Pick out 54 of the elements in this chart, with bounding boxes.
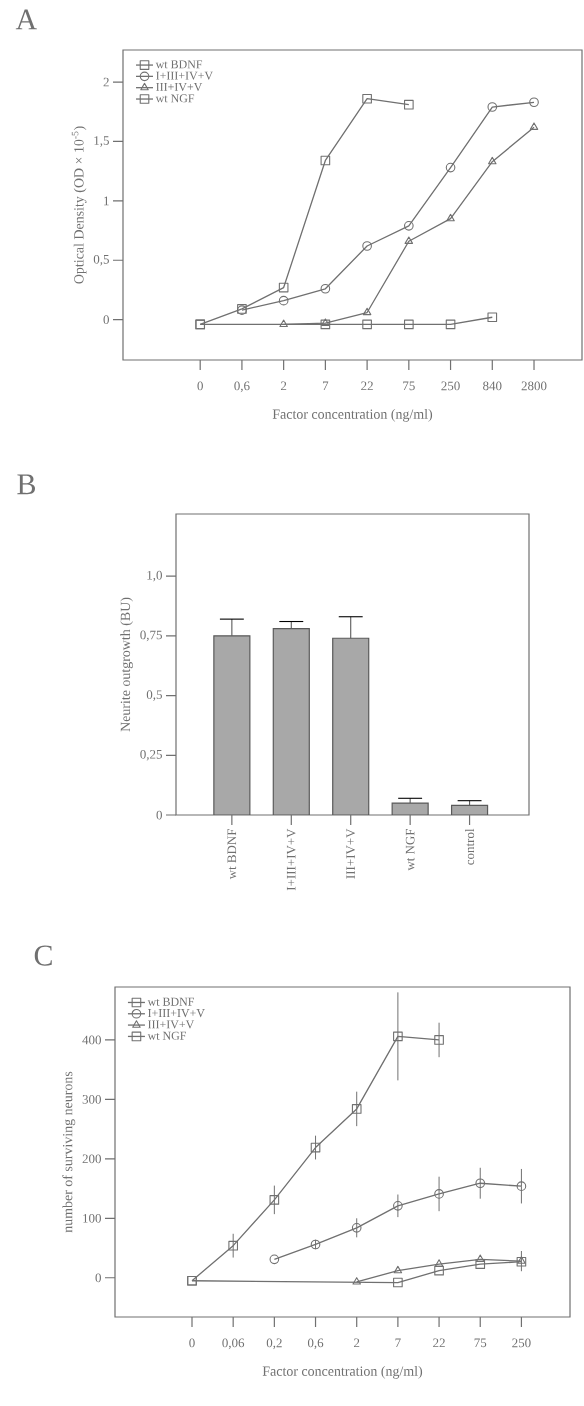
x-tick-label: 0,6	[234, 381, 250, 393]
chart-title: B	[17, 474, 35, 495]
x-tick-label: 0	[197, 381, 203, 391]
legend-label: III+IV+V	[148, 1020, 195, 1029]
x-tick-label: 7	[323, 381, 329, 391]
y-tick-label: 0	[156, 810, 162, 820]
x-tick-label: 0,2	[266, 1338, 282, 1350]
legend-label: III+IV+V	[156, 83, 203, 92]
x-tick-label: control	[465, 828, 475, 865]
x-tick-label: 250	[512, 1338, 531, 1348]
y-tick-label: 100	[83, 1213, 101, 1223]
x-tick-label: III+IV+V	[346, 828, 356, 879]
x-tick-label: 2	[354, 1338, 360, 1348]
chart-title: C	[34, 945, 52, 966]
legend-label: I+III+IV+V	[156, 71, 213, 80]
x-tick-label: 2800	[521, 381, 547, 391]
y-tick-label: 1,5	[94, 136, 109, 147]
x-tick-label: 7	[395, 1338, 401, 1348]
chart-title: A	[15, 9, 37, 30]
x-tick-label: 0	[189, 1338, 195, 1348]
x-tick-label: 0,06	[222, 1338, 245, 1350]
x-tick-label: 840	[483, 381, 502, 391]
x-tick-label: 75	[403, 381, 415, 391]
y-tick-label: 200	[82, 1154, 101, 1164]
x-axis-title: Factor concentration (ng/ml)	[272, 408, 433, 422]
x-tick-label: I+III+IV+V	[286, 828, 296, 891]
y-tick-label: 0	[95, 1273, 101, 1283]
y-tick-label: 1,0	[147, 570, 162, 582]
x-tick-label: 75	[474, 1338, 487, 1348]
x-axis-title: Factor concentration (ng/ml)	[262, 1365, 423, 1379]
legend-label: wt BDNF	[147, 997, 194, 1006]
y-tick-label: 1	[104, 196, 109, 206]
legend-label: wt NGF	[147, 1031, 186, 1040]
y-tick-label: 400	[82, 1035, 101, 1045]
legend-label: I+III+IV+V	[148, 1009, 205, 1018]
x-tick-label: 22	[433, 1338, 445, 1348]
x-tick-label: wt NGF	[405, 829, 415, 871]
y-tick-label: 300	[82, 1095, 101, 1104]
x-tick-label: 2	[280, 381, 287, 391]
y-axis-title: Neurite outgrowth (BU)	[120, 597, 133, 732]
y-tick-label: 0,5	[93, 254, 109, 266]
x-tick-label: 22	[361, 381, 373, 391]
y-axis-title: Optical Density (OD × 10$^{-5}$)	[71, 126, 87, 284]
legend-label: wt NGF	[155, 94, 195, 103]
x-tick-label: wt BDNF	[227, 829, 237, 880]
x-tick-label: 0,6	[307, 1338, 324, 1350]
y-tick-label: 2	[103, 77, 109, 87]
y-tick-label: 0,75	[140, 630, 162, 642]
x-tick-label: 250	[441, 381, 460, 391]
y-tick-label: 0,5	[146, 690, 162, 701]
legend-label: wt BDNF	[155, 60, 203, 69]
y-axis-title: number of surviving neurons	[62, 1071, 76, 1233]
y-tick-label: 0,25	[140, 749, 162, 761]
y-tick-label: 0	[103, 315, 109, 324]
